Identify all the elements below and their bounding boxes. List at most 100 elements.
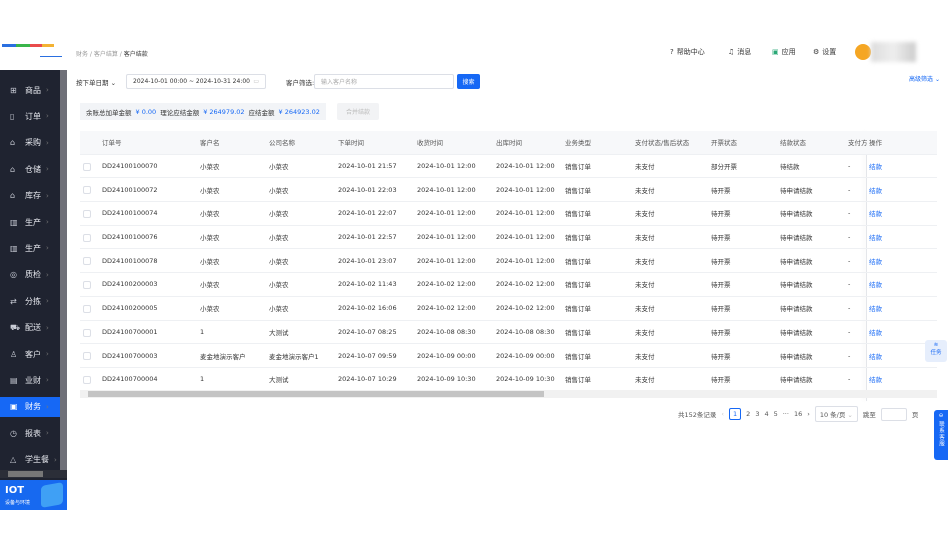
row-checkbox[interactable] [83,375,91,384]
sidebar-item-12[interactable]: ▣ 财务 › [0,396,60,417]
table-cell: 小菜农 [200,210,220,219]
row-checkbox[interactable] [83,281,91,290]
page-2[interactable]: 2 [746,410,751,418]
sidebar-item-4[interactable]: ⌂ 库存 › [0,186,60,206]
row-checkbox[interactable] [83,210,91,219]
table-cell: 未支付 [635,305,655,314]
table-cell: 大测试 [269,376,289,385]
sidebar-item-3[interactable]: ⌂ 仓储 › [0,159,60,179]
sidebar-item-2[interactable]: ⌂ 采购 › [0,133,60,153]
page-16[interactable]: 16 [793,410,803,418]
table-cell: 待开票 [711,305,731,314]
table-cell: 销售订单 [565,376,591,385]
table-cell: 部分开票 [711,163,737,172]
user-name[interactable] [871,42,916,62]
contact-service-button[interactable]: ⊖ 联系客服 [934,410,948,460]
date-type-select[interactable]: 按下单日期 ⌄ [76,77,116,87]
table-cell: DD24100200005 [102,304,158,313]
iot-title: IOT [5,485,25,496]
row-checkbox[interactable] [83,162,91,171]
table-cell: 销售订单 [565,163,591,172]
topnav-gear[interactable]: ⚙ 设置 [813,47,836,57]
topnav-help[interactable]: ? 帮助中心 [670,47,705,57]
row-checkbox[interactable] [83,304,91,313]
table-cell: 销售订单 [565,305,591,314]
table-horizontal-scrollbar[interactable] [80,390,937,398]
page-1[interactable]: 1 [729,408,742,420]
chevron-right-icon: › [46,86,49,94]
jump-page-input[interactable] [880,407,907,421]
settle-link[interactable]: 结款 [867,344,927,367]
summary-bar: 余账总加单金额 ¥ 0.00 理论应结金额 ¥ 264979.02 应结金额 ¥ 26… [80,103,326,120]
iot-banner[interactable]: IOT 设备与环境 [0,480,67,510]
table-cell: 1 [200,327,205,336]
page-3[interactable]: 3 [755,410,760,418]
settle-link[interactable]: 结款 [867,296,927,320]
task-button[interactable]: ≋ 任务 [925,340,947,362]
pagination: 共152条记录 ‹ 1 2 3 4 5 ··· 16 › 10 条/页 ⌄ 跳至 页 [678,406,918,422]
next-page-button[interactable]: › [807,410,810,418]
table-row: DD24100100070 小菜农 小菜农 2024-10-01 21:57 2024-… [80,154,937,179]
settle-link[interactable]: 结款 [867,178,927,202]
breadcrumb-item[interactable]: 客户结算 [93,51,118,58]
table-cell: 2024-10-09 10:30 [496,375,555,384]
table-cell: - [848,375,851,384]
table-cell: DD24100100074 [102,209,158,218]
sidebar-scrollbar[interactable] [60,70,67,470]
sidebar-item-label: 生产 [25,217,41,227]
row-checkbox[interactable] [83,233,91,242]
sidebar-item-1[interactable]: ▯ 订单 › [0,106,60,126]
prev-page-button[interactable]: ‹ [721,410,725,418]
settle-link[interactable]: 结款 [867,273,927,296]
table-cell: 待申请结款 [780,305,813,314]
merge-settlement-button[interactable]: 合并结款 [337,103,379,120]
date-range-picker[interactable]: 2024-10-01 00:00 ~ 2024-10-31 24:00 ▭ [126,74,266,89]
settle-link[interactable]: 结款 [867,202,927,225]
sidebar-item-13[interactable]: ◷ 报表 › [0,423,60,443]
table-cell: 1 [200,375,205,384]
sidebar-horizontal-scrollbar[interactable] [0,470,67,478]
table-cell: 2024-10-02 12:00 [417,280,476,289]
more-pages[interactable]: ··· [782,410,789,418]
breadcrumb-item[interactable]: 财务 [76,51,89,58]
factory-icon: ▥ [10,243,18,253]
sidebar-item-0[interactable]: ⊞ 商品 › [0,80,60,100]
settle-link[interactable]: 结款 [867,367,927,391]
topnav-bell[interactable]: ♫ 消息 [728,47,751,57]
settle-link[interactable]: 结款 [867,225,927,249]
customer-search-input[interactable]: 输入客户名称 [314,74,454,89]
table-cell: 麦金地演示客户 [200,352,246,361]
row-checkbox[interactable] [83,328,91,337]
table-cell: 销售订单 [565,352,591,361]
row-checkbox[interactable] [83,257,91,266]
sidebar-item-5[interactable]: ▥ 生产 › [0,212,60,232]
settle-link[interactable]: 结款 [867,320,927,344]
advanced-filter-toggle[interactable]: 高级筛选 ⌄ [909,74,940,83]
summary-value: ¥ 264979.02 [203,107,245,116]
topnav-app[interactable]: ▣ 应用 [772,47,796,57]
sidebar-item-8[interactable]: ⇄ 分拣 › [0,291,60,311]
table-cell: 2024-10-09 10:30 [417,375,476,384]
settle-link[interactable]: 结款 [867,154,927,178]
row-checkbox[interactable] [83,352,91,361]
sidebar-item-11[interactable]: ▤ 业财 › [0,370,60,390]
table-cell: - [848,209,851,218]
table-row: DD24100100074 小菜农 小菜农 2024-10-01 22:07 2024-… [80,202,937,226]
sidebar-item-6[interactable]: ▥ 生产 › [0,238,60,258]
row-checkbox[interactable] [83,186,91,195]
sidebar-item-9[interactable]: ⛟ 配送 › [0,318,60,338]
topnav-label: 设置 [822,48,837,56]
sidebar-item-7[interactable]: ◎ 质检 › [0,265,60,285]
chevron-right-icon: › [46,350,49,358]
avatar[interactable] [855,44,871,60]
page-size-select[interactable]: 10 条/页 ⌄ [814,406,858,422]
page-4[interactable]: 4 [764,410,769,418]
table-cell: 未支付 [635,210,655,219]
search-button[interactable]: 搜索 [457,74,480,89]
sidebar-item-10[interactable]: ♙ 客户 › [0,344,60,364]
help-icon: ? [670,48,674,56]
table-cell: 2024-10-01 12:00 [496,162,555,171]
settle-link[interactable]: 结款 [867,249,927,273]
page-5[interactable]: 5 [773,410,778,418]
sidebar-item-14[interactable]: △ 学生餐 › [0,450,60,470]
